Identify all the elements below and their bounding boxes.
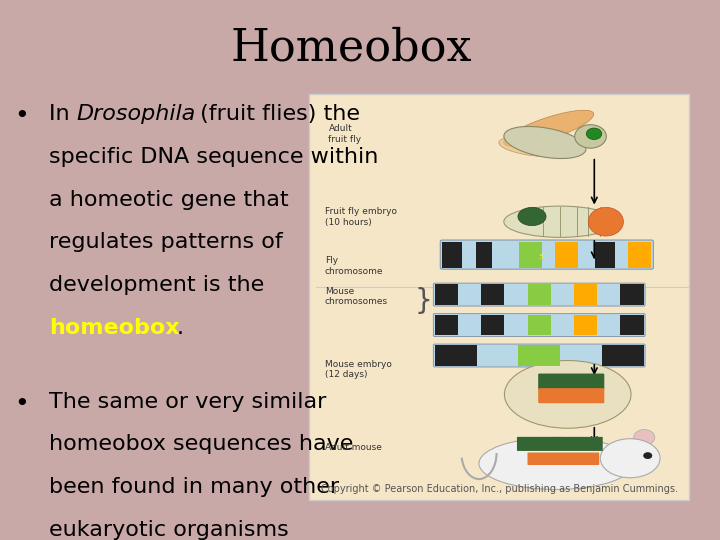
- Text: Fruit fly embryo
(10 hours): Fruit fly embryo (10 hours): [325, 207, 397, 227]
- Text: Adult
fruit fly: Adult fruit fly: [328, 124, 361, 144]
- Ellipse shape: [504, 206, 616, 238]
- Text: eukaryotic organisms: eukaryotic organisms: [49, 520, 289, 540]
- FancyBboxPatch shape: [595, 241, 615, 268]
- Text: ⚡: ⚡: [537, 252, 545, 262]
- FancyBboxPatch shape: [433, 344, 645, 367]
- Ellipse shape: [505, 361, 631, 428]
- Text: Mouse
chromosomes: Mouse chromosomes: [325, 287, 388, 306]
- Ellipse shape: [600, 438, 660, 478]
- Text: Mouse embryo
(12 days): Mouse embryo (12 days): [325, 360, 392, 379]
- FancyBboxPatch shape: [517, 437, 603, 451]
- FancyBboxPatch shape: [518, 241, 542, 268]
- Text: Drosophila: Drosophila: [76, 104, 196, 124]
- Ellipse shape: [499, 137, 568, 157]
- Text: homeobox sequences have: homeobox sequences have: [49, 434, 354, 454]
- Text: Adult mouse: Adult mouse: [325, 443, 382, 452]
- Ellipse shape: [518, 207, 546, 226]
- Text: The same or very similar: The same or very similar: [49, 392, 327, 411]
- Text: •: •: [14, 392, 29, 416]
- Text: (fruit flies) the: (fruit flies) the: [193, 104, 360, 124]
- Text: a homeotic gene that: a homeotic gene that: [49, 190, 289, 210]
- Text: Homeobox: Homeobox: [231, 26, 472, 69]
- FancyBboxPatch shape: [538, 374, 604, 390]
- Ellipse shape: [644, 453, 652, 459]
- Text: development is the: development is the: [49, 275, 264, 295]
- Ellipse shape: [586, 128, 602, 139]
- FancyBboxPatch shape: [621, 284, 644, 305]
- FancyBboxPatch shape: [528, 453, 599, 465]
- FancyBboxPatch shape: [475, 241, 492, 268]
- FancyBboxPatch shape: [433, 314, 645, 336]
- Ellipse shape: [504, 110, 594, 146]
- Text: In: In: [49, 104, 77, 124]
- FancyBboxPatch shape: [435, 345, 477, 366]
- FancyBboxPatch shape: [435, 315, 458, 335]
- Text: •: •: [14, 104, 29, 128]
- FancyBboxPatch shape: [555, 241, 578, 268]
- Text: Copyright © Pearson Education, Inc., publishing as Benjamin Cummings.: Copyright © Pearson Education, Inc., pub…: [321, 484, 678, 494]
- Text: }: }: [415, 287, 432, 315]
- FancyBboxPatch shape: [528, 315, 551, 335]
- FancyBboxPatch shape: [433, 283, 645, 306]
- FancyBboxPatch shape: [628, 241, 652, 268]
- Ellipse shape: [634, 430, 654, 445]
- FancyBboxPatch shape: [602, 345, 644, 366]
- FancyBboxPatch shape: [440, 240, 653, 269]
- FancyBboxPatch shape: [481, 284, 505, 305]
- Ellipse shape: [479, 437, 634, 489]
- Ellipse shape: [575, 125, 606, 148]
- FancyBboxPatch shape: [442, 241, 462, 268]
- Ellipse shape: [504, 126, 586, 159]
- FancyBboxPatch shape: [538, 388, 604, 403]
- FancyBboxPatch shape: [435, 284, 458, 305]
- Ellipse shape: [588, 207, 624, 236]
- Text: homeobox: homeobox: [49, 318, 180, 338]
- FancyBboxPatch shape: [621, 315, 644, 335]
- Text: .: .: [177, 318, 184, 338]
- FancyBboxPatch shape: [574, 315, 598, 335]
- FancyBboxPatch shape: [528, 284, 551, 305]
- Text: regulates patterns of: regulates patterns of: [49, 232, 283, 252]
- Text: Fly
chromosome: Fly chromosome: [325, 256, 383, 275]
- Text: been found in many other: been found in many other: [49, 477, 339, 497]
- Text: specific DNA sequence within: specific DNA sequence within: [49, 147, 379, 167]
- FancyBboxPatch shape: [574, 284, 598, 305]
- FancyBboxPatch shape: [518, 345, 560, 366]
- FancyBboxPatch shape: [310, 94, 689, 500]
- FancyBboxPatch shape: [481, 315, 505, 335]
